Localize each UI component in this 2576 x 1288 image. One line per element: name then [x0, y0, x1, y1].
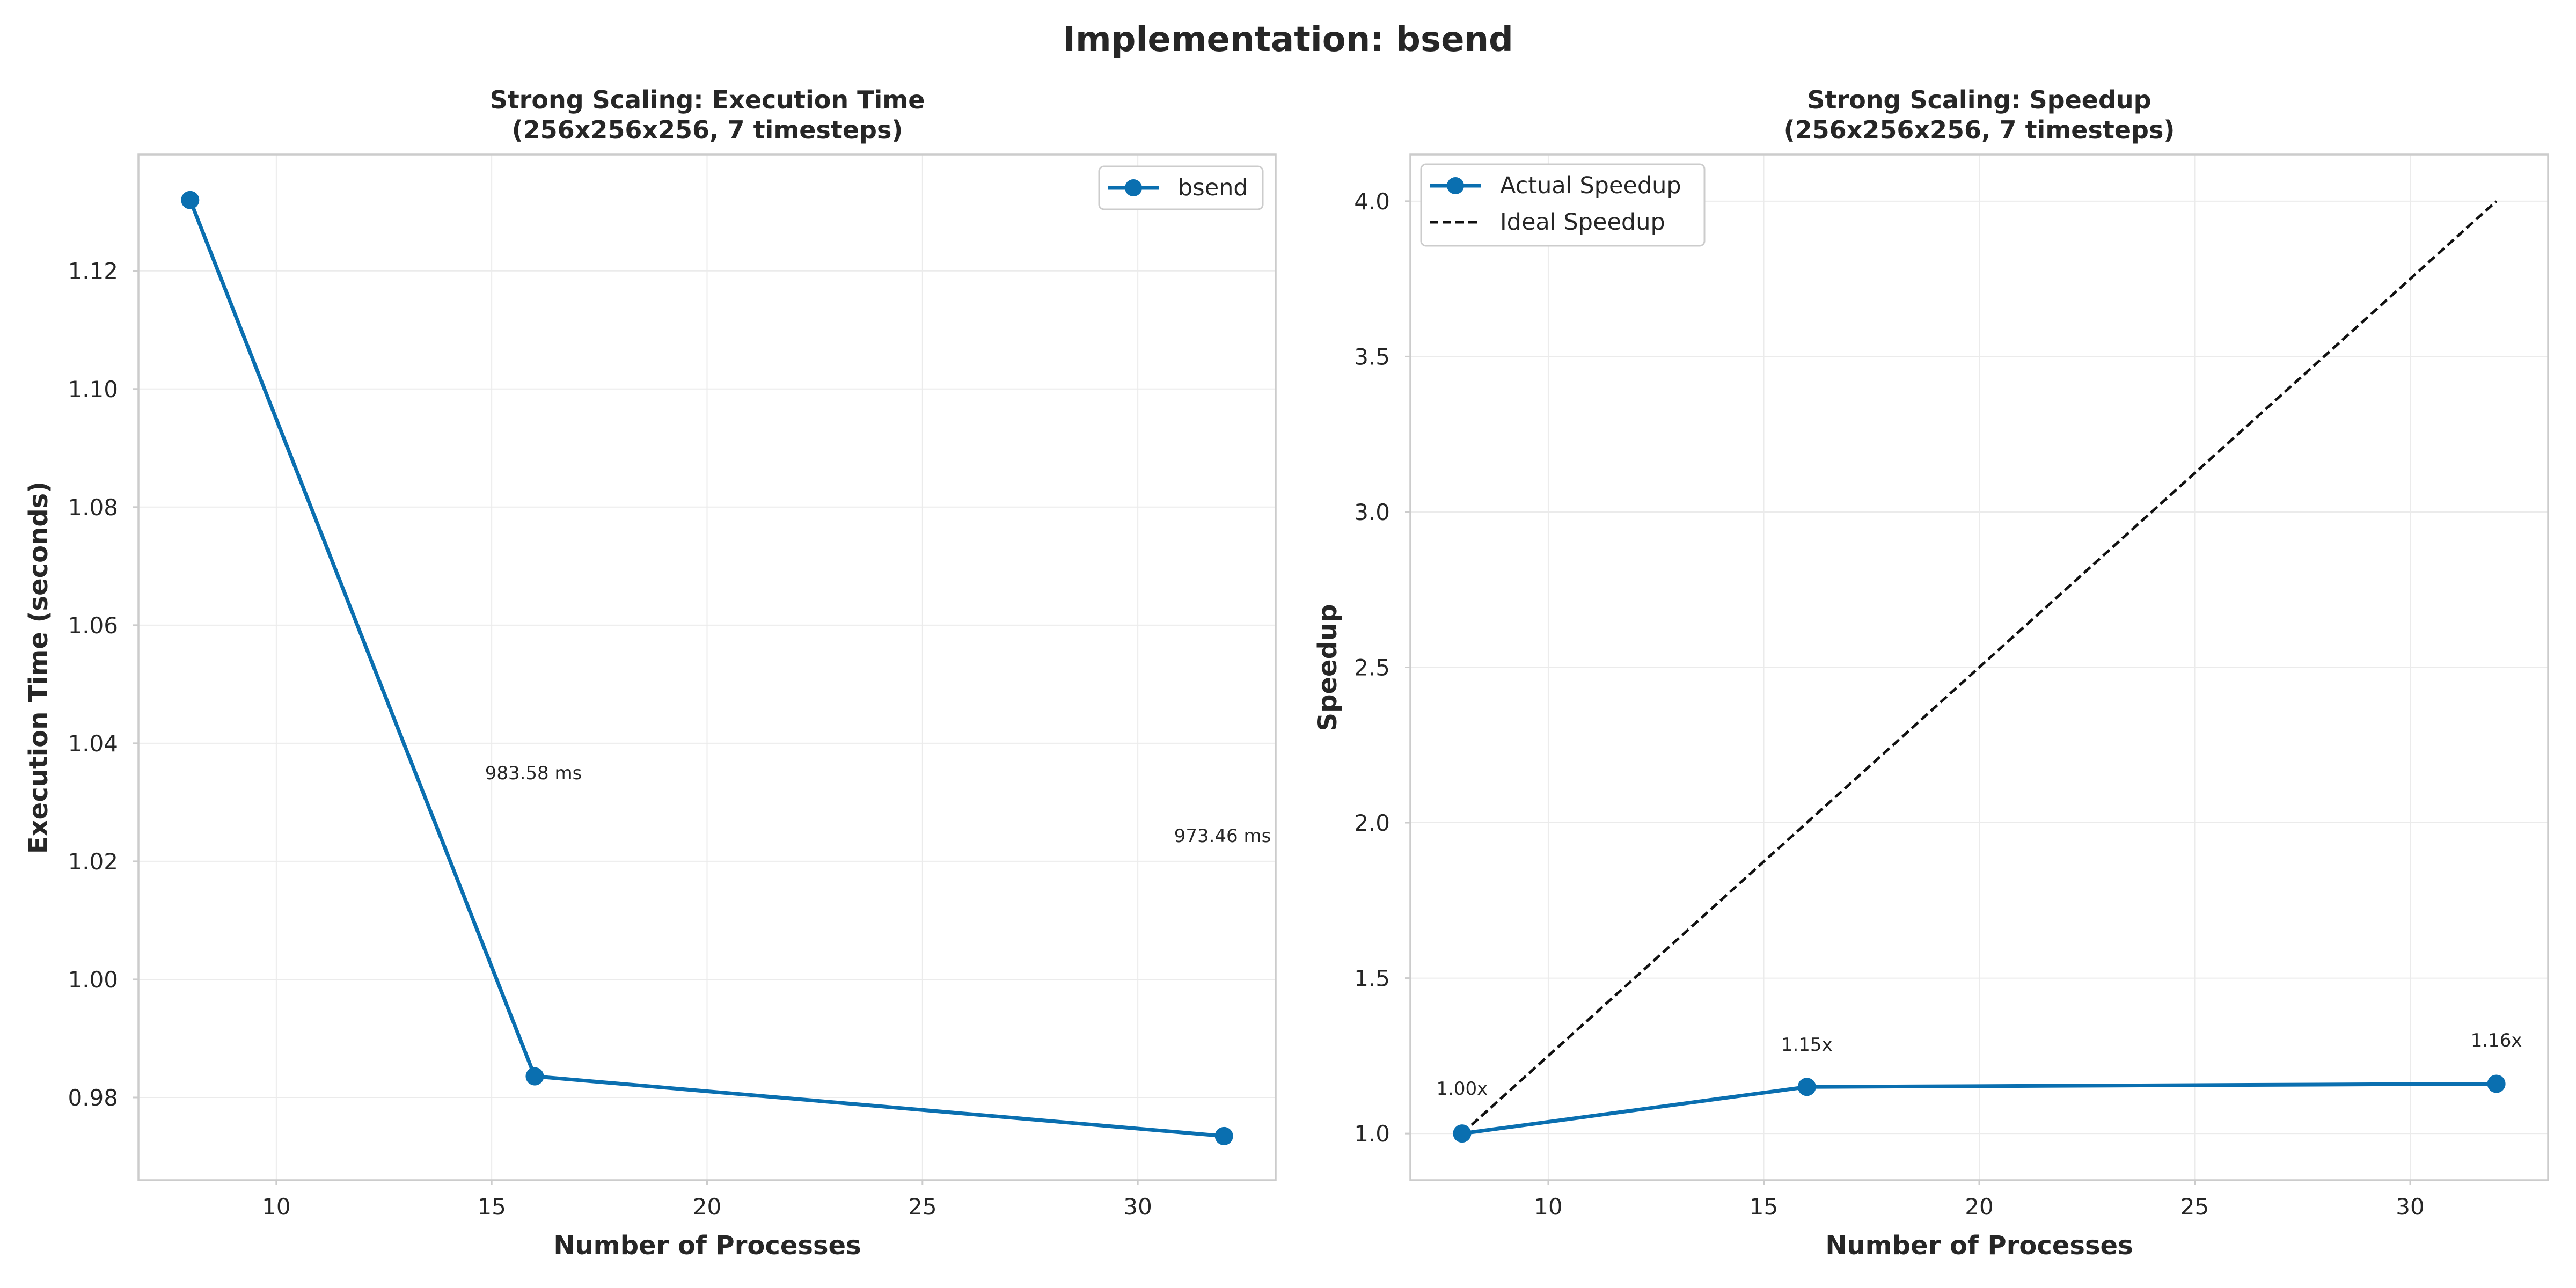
chart-title-line1: Strong Scaling: Speedup: [1807, 85, 2151, 114]
y-axis-label: Execution Time (seconds): [24, 481, 54, 854]
tick-marks: [1405, 200, 2411, 1185]
speedup-chart: Strong Scaling: Speedup (256x256x256, 7 …: [1313, 85, 2549, 1261]
y-tick-label: 3.0: [1354, 499, 1390, 525]
data-label: 1.00x: [1436, 1078, 1488, 1100]
legend-swatch-marker: [1125, 179, 1142, 196]
y-tick-label: 1.5: [1354, 965, 1390, 992]
annotation-layer: 1.00x 1.15x 1.16x: [1436, 1030, 2522, 1100]
x-tick-label: 10: [262, 1194, 290, 1220]
annotation-layer: 983.58 ms 973.46 ms: [485, 763, 1271, 847]
legend-box: [1420, 163, 1706, 247]
legend: Actual Speedup Ideal Speedup: [1420, 163, 1706, 247]
legend-label-actual: Actual Speedup: [1500, 172, 1681, 199]
legend-swatch-marker: [1447, 177, 1464, 194]
x-tick-label: 10: [1534, 1194, 1562, 1220]
plot-frame: [137, 153, 1277, 1181]
x-tick-label: 30: [2396, 1194, 2424, 1220]
series-layer: [1453, 200, 2506, 1143]
y-tick-label: 3.5: [1354, 343, 1390, 370]
data-label: 973.46 ms: [1174, 825, 1271, 847]
data-label: 1.15x: [1781, 1034, 1833, 1056]
y-tick-label: 1.12: [68, 258, 118, 284]
y-tick-label: 1.0: [1354, 1121, 1390, 1147]
y-tick-label: 1.00: [68, 967, 118, 993]
x-axis-label: Number of Processes: [1825, 1231, 2133, 1261]
x-tick-label: 25: [2180, 1194, 2209, 1220]
y-tick-label: 1.02: [68, 848, 118, 875]
data-label: 983.58 ms: [485, 763, 582, 784]
ideal-speedup-line: [1461, 200, 2498, 1135]
tick-labels: 10 15 20 25 30 1.0 1.5 2.0 2.5 3.0 3.5 4.0: [1354, 188, 2425, 1220]
grid: [138, 155, 1276, 1180]
legend-label: bsend: [1178, 174, 1248, 201]
series-layer: [181, 191, 1233, 1145]
y-tick-label: 1.06: [68, 612, 118, 639]
x-tick-label: 15: [1750, 1194, 1778, 1220]
data-point: [1214, 1126, 1233, 1145]
data-point: [1797, 1078, 1816, 1096]
y-tick-label: 2.5: [1354, 655, 1390, 681]
data-point: [2487, 1074, 2506, 1093]
data-point: [525, 1067, 544, 1086]
x-tick-label: 20: [1965, 1194, 1993, 1220]
y-tick-label: 0.98: [68, 1085, 118, 1111]
tick-marks: [133, 270, 1139, 1185]
execution-time-chart: Strong Scaling: Execution Time (256x256x…: [24, 85, 1277, 1261]
y-tick-label: 2.0: [1354, 810, 1390, 836]
chart-title-line2: (256x256x256, 7 timesteps): [512, 115, 903, 144]
chart-title-line2: (256x256x256, 7 timesteps): [1784, 115, 2175, 144]
data-point: [1453, 1124, 1472, 1143]
y-tick-label: 1.10: [68, 376, 118, 402]
x-tick-label: 15: [477, 1194, 506, 1220]
y-tick-label: 4.0: [1354, 188, 1390, 215]
plot-frame: [1409, 153, 2549, 1181]
x-tick-label: 30: [1123, 1194, 1152, 1220]
x-tick-label: 20: [693, 1194, 721, 1220]
data-label: 1.16x: [2471, 1030, 2522, 1051]
chart-title-line1: Strong Scaling: Execution Time: [490, 85, 925, 114]
x-axis-label: Number of Processes: [553, 1231, 861, 1261]
figure-suptitle: Implementation: bsend: [1063, 20, 1513, 60]
tick-labels: 10 15 20 25 30 0.98 1.00 1.02 1.04 1.06 1.08 1.10 1.…: [68, 258, 1152, 1220]
y-tick-label: 1.08: [68, 494, 118, 521]
y-tick-label: 1.04: [68, 730, 118, 757]
x-tick-label: 25: [908, 1194, 936, 1220]
legend: bsend: [1098, 165, 1264, 210]
data-point: [181, 191, 200, 209]
y-axis-label: Speedup: [1313, 604, 1343, 731]
legend-label-ideal: Ideal Speedup: [1500, 209, 1665, 236]
legend-box: [1098, 165, 1264, 210]
